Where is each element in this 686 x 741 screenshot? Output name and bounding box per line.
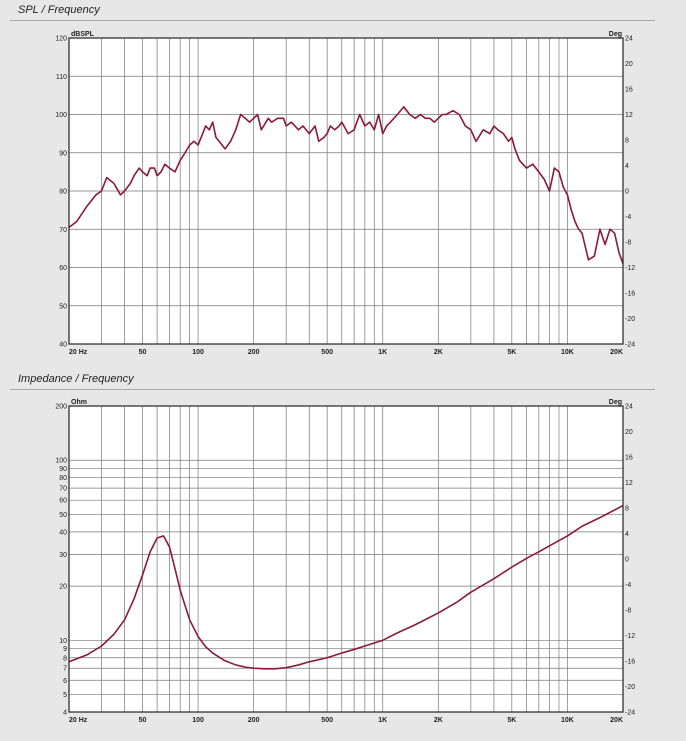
y2-tick-label: 24 xyxy=(625,404,633,411)
y-tick-label: 70 xyxy=(59,227,67,234)
y2-tick-label: -16 xyxy=(625,291,635,298)
x-tick-label: 100 xyxy=(192,717,204,724)
y2-tick-label: 12 xyxy=(625,480,633,487)
x-tick-label: 500 xyxy=(321,717,333,724)
y-tick-label: 110 xyxy=(56,74,67,81)
y2-tick-label: 16 xyxy=(625,455,633,462)
y2-tick-label: 16 xyxy=(625,87,633,94)
x-tick-label: 20K xyxy=(610,349,623,356)
x-tick-label: 100 xyxy=(192,349,204,356)
y-tick-label: 100 xyxy=(55,458,67,465)
plot-area xyxy=(69,406,623,712)
y-tick-label: 100 xyxy=(55,112,67,119)
y-tick-label: 90 xyxy=(59,466,67,473)
series-line xyxy=(68,504,624,670)
y-tick-label: 90 xyxy=(59,150,67,157)
y-tick-label: 4 xyxy=(63,710,67,717)
y2-tick-label: -4 xyxy=(625,582,631,589)
impedance-section-title: Impedance / Frequency xyxy=(18,373,134,385)
x-tick-label: 200 xyxy=(248,717,260,724)
y-tick-label: 70 xyxy=(59,486,67,493)
y-tick-label: 120 xyxy=(55,36,67,43)
y-tick-label: 7 xyxy=(63,666,67,673)
y-tick-label: 6 xyxy=(63,678,67,685)
y-tick-label: 40 xyxy=(59,342,67,349)
y2-tick-label: 20 xyxy=(625,61,633,68)
y2-tick-label: -4 xyxy=(625,214,631,221)
y2-tick-label: 24 xyxy=(625,36,633,43)
x-tick-label: 1K xyxy=(378,717,387,724)
chart-0: 12011010090807060504024201612840-4-8-12-… xyxy=(55,31,635,356)
y-axis-unit: Ohm xyxy=(71,399,87,406)
x-tick-label: 20 Hz xyxy=(69,349,88,356)
y-axis-unit: dBSPL xyxy=(71,31,95,38)
y2-tick-label: 0 xyxy=(625,557,629,564)
y-tick-label: 60 xyxy=(59,498,67,505)
y2-tick-label: 8 xyxy=(625,506,629,513)
y-tick-label: 200 xyxy=(55,404,67,411)
y2-tick-label: 8 xyxy=(625,138,629,145)
x-tick-label: 50 xyxy=(139,717,147,724)
y-tick-label: 50 xyxy=(59,303,67,310)
y2-tick-label: -24 xyxy=(625,710,635,717)
x-tick-label: 5K xyxy=(507,349,516,356)
y2-tick-label: -20 xyxy=(625,684,635,691)
y2-tick-label: -8 xyxy=(625,608,631,615)
y2-tick-label: -12 xyxy=(625,265,635,272)
series-line xyxy=(68,106,624,264)
x-tick-label: 500 xyxy=(321,349,333,356)
y-tick-label: 80 xyxy=(59,189,67,196)
x-tick-label: 10K xyxy=(561,349,574,356)
y2-tick-label: 4 xyxy=(625,163,629,170)
y2-axis-unit: Deg xyxy=(609,31,622,38)
y-tick-label: 40 xyxy=(59,529,67,536)
x-tick-label: 20 Hz xyxy=(69,717,88,724)
x-tick-label: 50 xyxy=(139,349,147,356)
y2-tick-label: 20 xyxy=(625,429,633,436)
y2-tick-label: -24 xyxy=(625,342,635,349)
x-tick-label: 2K xyxy=(434,717,443,724)
y-tick-label: 5 xyxy=(63,692,67,699)
y-tick-label: 20 xyxy=(59,584,67,591)
y2-tick-label: -8 xyxy=(625,240,631,247)
x-tick-label: 10K xyxy=(561,717,574,724)
plot-frame xyxy=(68,37,624,345)
plot-frame xyxy=(68,405,624,713)
y2-tick-label: 4 xyxy=(625,531,629,538)
y2-axis-unit: Deg xyxy=(609,399,622,406)
x-tick-label: 1K xyxy=(378,349,387,356)
impedance-section-rule xyxy=(10,389,655,390)
y-tick-label: 60 xyxy=(59,265,67,272)
y2-tick-label: 0 xyxy=(625,189,629,196)
y2-tick-label: -20 xyxy=(625,316,635,323)
x-tick-label: 2K xyxy=(434,349,443,356)
x-tick-label: 200 xyxy=(248,349,260,356)
y2-tick-label: -12 xyxy=(625,633,635,640)
y-tick-label: 8 xyxy=(63,655,67,662)
spl-section-title: SPL / Frequency xyxy=(18,4,100,16)
y-tick-label: 80 xyxy=(59,475,67,482)
y2-tick-label: 12 xyxy=(625,112,633,119)
y-tick-label: 10 xyxy=(59,638,67,645)
chart-1: 2001009080706050403020109876542420161284… xyxy=(55,399,635,724)
y-tick-label: 9 xyxy=(63,646,67,653)
x-tick-label: 5K xyxy=(507,717,516,724)
y-tick-label: 30 xyxy=(59,552,67,559)
y-tick-label: 50 xyxy=(59,512,67,519)
x-tick-label: 20K xyxy=(610,717,623,724)
y2-tick-label: -16 xyxy=(625,659,635,666)
spl-section-rule xyxy=(10,20,655,21)
